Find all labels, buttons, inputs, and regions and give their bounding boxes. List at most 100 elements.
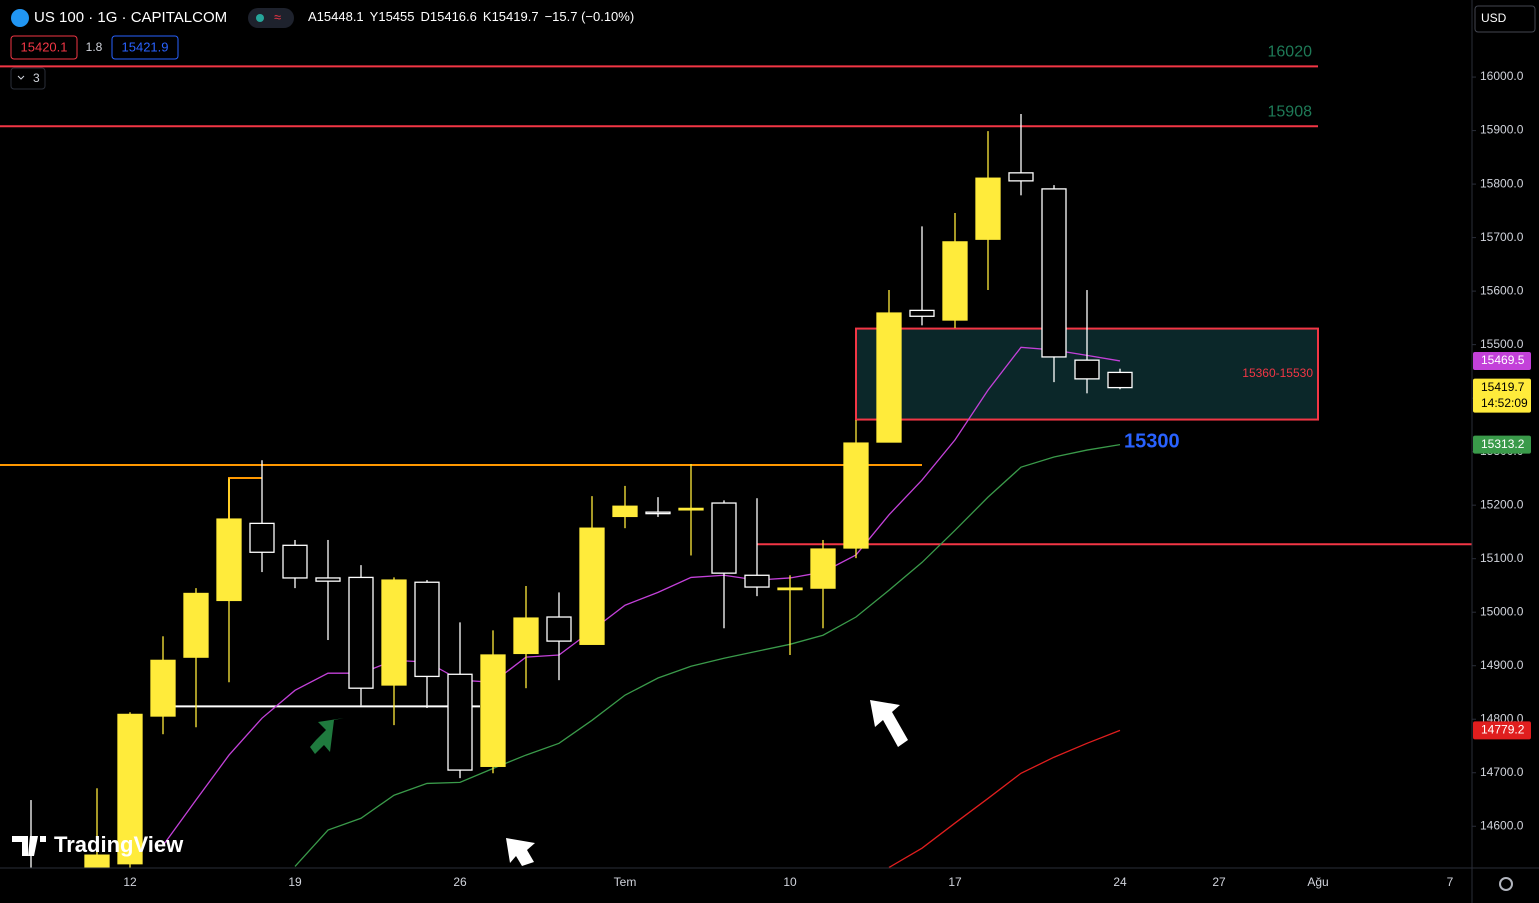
indicator-count: 3	[33, 71, 40, 85]
status-dot	[256, 14, 264, 22]
y-tick-label: 15700.0	[1480, 230, 1524, 244]
candle-body	[282, 544, 308, 579]
status-icon: ≈	[274, 9, 281, 24]
annotation: 15300	[1124, 430, 1180, 452]
x-tick-label: Ağu	[1307, 875, 1328, 889]
moving-average	[888, 729, 1121, 868]
ma-price-label: 14779.2	[1481, 723, 1525, 737]
ohlc-prefix: D	[421, 9, 430, 24]
y-tick-label: 16000.0	[1480, 69, 1524, 83]
watermark-text: TradingView	[54, 832, 184, 857]
ohlc-value: 15455	[378, 9, 414, 24]
candle-body	[348, 576, 374, 689]
y-tick-label: 15100.0	[1480, 551, 1524, 565]
price-labels: 15360-15530 16020 15908 15300 15469.5 15313.2…	[1124, 44, 1531, 740]
horizontal-line-label: 15908	[1268, 104, 1313, 121]
bid: 15420.1	[21, 39, 68, 54]
indicator-toggle[interactable]	[10, 67, 46, 90]
ohlc-prefix: Y	[370, 9, 379, 24]
plot-area	[0, 65, 1472, 868]
candle-body	[117, 713, 143, 865]
candle-body	[777, 587, 803, 591]
candle-body	[678, 507, 704, 511]
ohlc-prefix: A	[308, 9, 317, 24]
ma-price-label-box	[1473, 721, 1531, 740]
ohlc-prefix: K	[483, 9, 492, 24]
currency-button[interactable]	[1474, 5, 1536, 33]
x-tick-label: 7	[1447, 875, 1454, 889]
settings-button[interactable]	[1499, 877, 1513, 891]
candle-body	[1107, 371, 1133, 389]
candle-body	[612, 505, 638, 518]
zone-label: 15360-15530	[1242, 366, 1313, 380]
moving-average	[294, 443, 1121, 867]
current-price-label: 15419.7	[1481, 380, 1525, 394]
symbol-logo	[11, 9, 29, 27]
ohlc-value: 15419.7	[492, 9, 539, 24]
ohlc-change: −15.7 (−0.10%)	[545, 9, 635, 24]
moving-average	[162, 346, 1121, 846]
candle-body	[711, 502, 737, 574]
candle-body	[150, 659, 176, 717]
y-tick-label: 15800.0	[1480, 176, 1524, 190]
arrow	[310, 718, 344, 754]
y-tick-label: 15600.0	[1480, 283, 1524, 297]
candle-body	[645, 511, 671, 515]
candle-body	[315, 577, 341, 582]
candle-body	[1041, 188, 1067, 358]
candle-body	[810, 548, 836, 589]
ma-price-label: 15313.2	[1481, 437, 1525, 451]
candle-body	[843, 442, 869, 549]
arrow	[870, 700, 908, 747]
bid-box[interactable]	[10, 35, 78, 60]
candle-body	[909, 309, 935, 317]
candle-body	[183, 592, 209, 658]
candle-body	[975, 177, 1001, 240]
candle-body	[546, 616, 572, 642]
candle-body	[744, 574, 770, 588]
x-tick-label: 24	[1113, 875, 1127, 889]
candle-body	[513, 617, 539, 655]
current-price-label-box	[1473, 378, 1531, 413]
candle-body	[447, 673, 473, 771]
y-tick-label: 15000.0	[1480, 604, 1524, 618]
ma-price-label: 15469.5	[1481, 353, 1525, 367]
ohlc-value: 15448.1	[317, 9, 364, 24]
x-tick-label: 12	[123, 875, 137, 889]
watermark: TradingView	[12, 832, 184, 857]
ohlc-legend: A15448.1 Y15455 D15416.6 K15419.7 −15.7 (−0.…	[308, 9, 634, 24]
candle-body	[249, 522, 275, 553]
status-pill[interactable]	[248, 8, 294, 28]
candle-body	[1008, 172, 1034, 182]
x-tick-label: 10	[783, 875, 797, 889]
y-tick-label: 15500.0	[1480, 337, 1524, 351]
symbol-title[interactable]: US 100 · 1G · CAPITALCOM	[34, 9, 227, 26]
candle-body	[876, 312, 902, 443]
ma-price-label-box	[1473, 351, 1531, 370]
candle-body	[480, 654, 506, 767]
ohlc-value: 15416.6	[430, 9, 477, 24]
x-tick-label: Tem	[614, 875, 637, 889]
ask: 15421.9	[122, 39, 169, 54]
y-tick-label: 15900.0	[1480, 123, 1524, 137]
candle-body	[579, 527, 605, 645]
spread: 1.8	[86, 40, 103, 54]
candle-body	[942, 241, 968, 321]
arrow	[506, 838, 535, 866]
candle-body	[84, 854, 110, 868]
horizontal-line-label: 16020	[1268, 44, 1313, 61]
ma-price-label-box	[1473, 435, 1531, 454]
y-tick-label: 15200.0	[1480, 497, 1524, 511]
ask-box[interactable]	[111, 35, 179, 60]
candle-body	[381, 579, 407, 686]
y-tick-label: 14600.0	[1480, 818, 1524, 832]
y-tick-label: 14700.0	[1480, 765, 1524, 779]
candle-body	[414, 581, 440, 678]
countdown: 14:52:09	[1481, 396, 1528, 410]
candle-body	[1074, 359, 1100, 380]
watermark-logo	[12, 836, 46, 856]
